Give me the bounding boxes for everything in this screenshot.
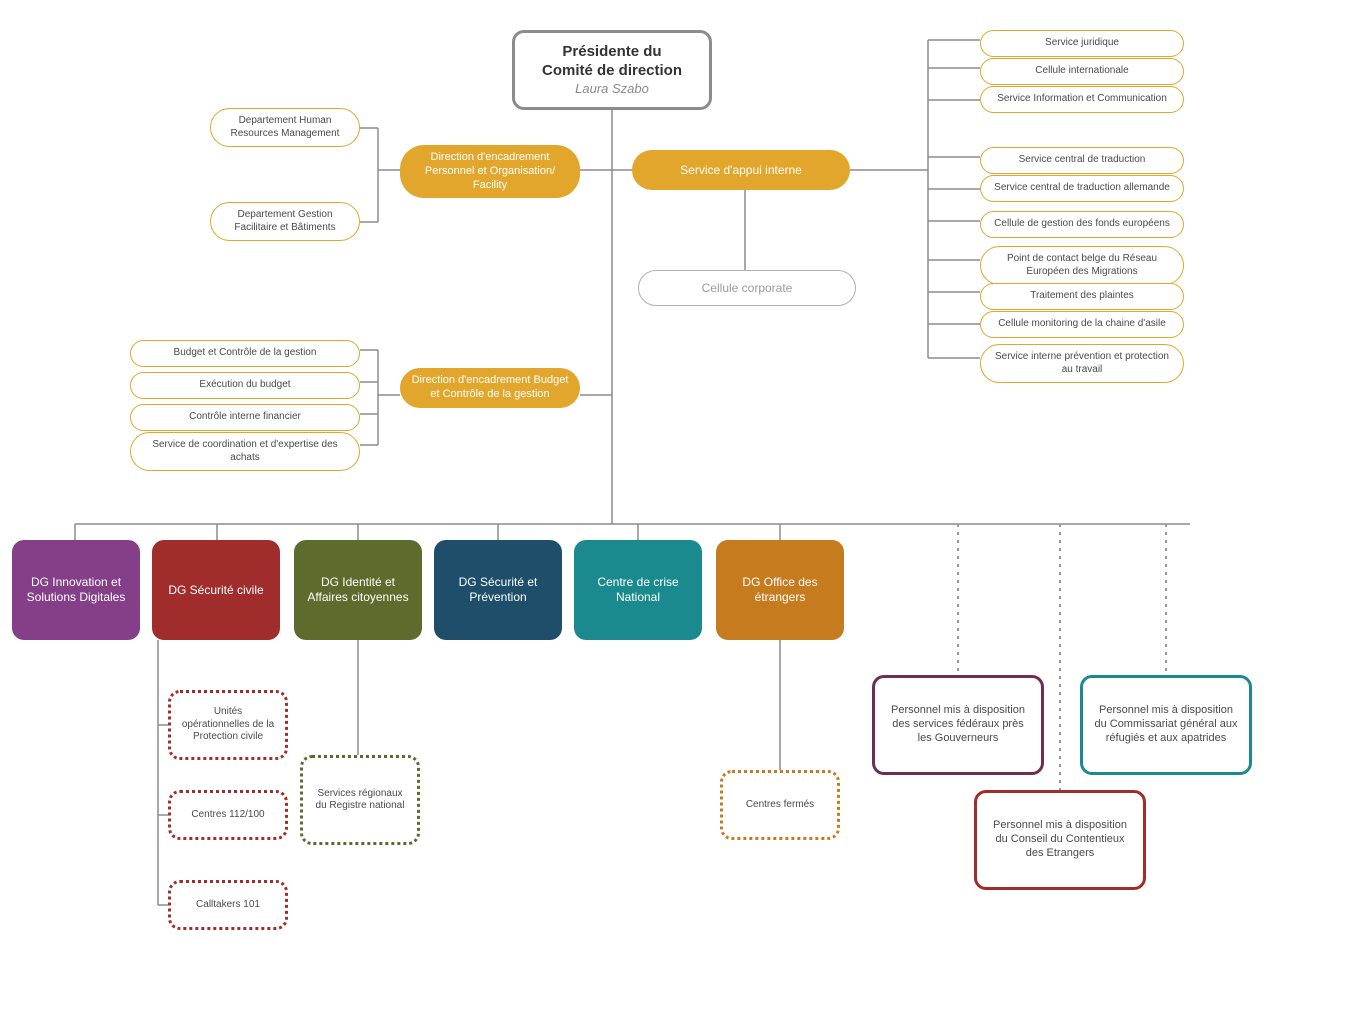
dg-securite-civile: DG Sécurité civile [152, 540, 280, 640]
cellule-corporate: Cellule corporate [638, 270, 856, 306]
budget-1: Exécution du budget [130, 372, 360, 399]
service-appui: Service d'appui interne [632, 150, 850, 190]
appui-4: Service central de traduction allemande [980, 175, 1184, 202]
appui-6: Point de contact belge du Réseau Europée… [980, 246, 1184, 285]
dg-securite-prevention: DG Sécurité et Prévention [434, 540, 562, 640]
sc-child-1: Centres 112/100 [168, 790, 288, 840]
service-appui-label: Service d'appui interne [680, 163, 802, 178]
dg-etrangers: DG Office des étrangers [716, 540, 844, 640]
budget-3: Service de coordination et d'expertise d… [130, 432, 360, 471]
appui-7: Traitement des plaintes [980, 283, 1184, 310]
budget-2: Contrôle interne financier [130, 404, 360, 431]
disp-gouverneurs: Personnel mis à disposition des services… [872, 675, 1044, 775]
sc-child-2: Calltakers 101 [168, 880, 288, 930]
et-child-0: Centres fermés [720, 770, 840, 840]
appui-3: Service central de traduction [980, 147, 1184, 174]
appui-5: Cellule de gestion des fonds européens [980, 211, 1184, 238]
dir-budget-label: Direction d'encadrement Budget et Contrô… [410, 374, 570, 402]
root-subtitle: Laura Szabo [575, 81, 649, 97]
root-node: Présidente du Comité de direction Laura … [512, 30, 712, 110]
disp-cgra: Personnel mis à disposition du Commissar… [1080, 675, 1252, 775]
root-title: Présidente du Comité de direction [542, 43, 682, 81]
disp-cce: Personnel mis à disposition du Conseil d… [974, 790, 1146, 890]
appui-1: Cellule internationale [980, 58, 1184, 85]
appui-0: Service juridique [980, 30, 1184, 57]
appui-8: Cellule monitoring de la chaine d'asile [980, 311, 1184, 338]
appui-2: Service Information et Communication [980, 86, 1184, 113]
dir-personnel: Direction d'encadrement Personnel et Org… [400, 145, 580, 198]
id-child-0: Services régionaux du Registre national [300, 755, 420, 845]
budget-0: Budget et Contrôle de la gestion [130, 340, 360, 367]
dg-innovation: DG Innovation et Solutions Digitales [12, 540, 140, 640]
sc-child-0: Unités opérationnelles de la Protection … [168, 690, 288, 760]
dir-budget: Direction d'encadrement Budget et Contrô… [400, 368, 580, 408]
dg-identite: DG Identité et Affaires citoyennes [294, 540, 422, 640]
dept-facility: Departement Gestion Facilitaire et Bâtim… [210, 202, 360, 241]
dir-personnel-label: Direction d'encadrement Personnel et Org… [410, 151, 570, 192]
dept-hrm: Departement Human Resources Management [210, 108, 360, 147]
appui-9: Service interne prévention et protection… [980, 344, 1184, 383]
centre-crise: Centre de crise National [574, 540, 702, 640]
